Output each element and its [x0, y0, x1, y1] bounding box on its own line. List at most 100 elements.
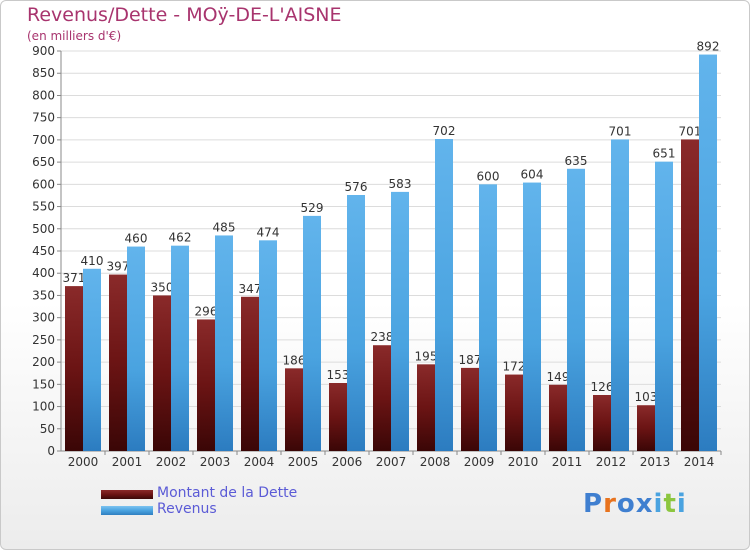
bar-debt	[329, 383, 347, 451]
x-tick-label: 2001	[112, 455, 143, 469]
bar-revenue	[567, 168, 585, 451]
x-tick-label: 2002	[156, 455, 187, 469]
y-tick-label: 150	[32, 377, 55, 391]
x-tick-label: 2006	[332, 455, 363, 469]
bar-revenue	[215, 235, 233, 451]
data-label-debt: 296	[195, 304, 218, 318]
y-tick-label: 450	[32, 244, 55, 258]
data-label-revenue: 474	[257, 225, 280, 239]
bar-revenue	[435, 139, 453, 451]
y-tick-label: 200	[32, 355, 55, 369]
data-label-debt: 371	[63, 271, 86, 285]
y-tick-label: 750	[32, 111, 55, 125]
x-tick-label: 2013	[640, 455, 671, 469]
bar-debt	[681, 139, 699, 451]
bar-revenue	[523, 182, 541, 452]
x-tick-label: 2010	[508, 455, 539, 469]
y-tick-label: 50	[40, 422, 55, 436]
x-tick-label: 2005	[288, 455, 319, 469]
chart-subtitle: (en milliers d'€)	[27, 29, 122, 43]
data-label-revenue: 701	[609, 124, 632, 138]
bar-revenue	[699, 54, 717, 452]
data-label-revenue: 600	[477, 169, 500, 183]
data-label-revenue: 583	[389, 177, 412, 191]
data-label-revenue: 460	[125, 232, 148, 246]
data-label-revenue: 635	[565, 154, 588, 168]
y-tick-label: 100	[32, 400, 55, 414]
y-tick-label: 550	[32, 200, 55, 214]
y-tick-label: 850	[32, 66, 55, 80]
x-tick-label: 2011	[552, 455, 583, 469]
x-tick-label: 2007	[376, 455, 407, 469]
y-tick-label: 700	[32, 133, 55, 147]
x-tick-label: 2014	[684, 455, 715, 469]
data-label-revenue: 462	[169, 231, 192, 245]
logo-letter: i	[653, 489, 664, 519]
data-label-revenue: 604	[521, 168, 544, 182]
x-tick-label: 2008	[420, 455, 451, 469]
bar-revenue	[655, 161, 673, 451]
data-label-debt: 172	[503, 360, 526, 374]
bar-debt	[65, 286, 83, 451]
legend-label-debt: Montant de la Dette	[157, 485, 298, 501]
logo-letter: P	[583, 489, 604, 519]
bar-debt	[153, 295, 171, 451]
bar-debt	[417, 364, 435, 451]
chart-title: Revenus/Dette - MOÿ-DE-L'AISNE	[27, 4, 342, 26]
data-label-debt: 153	[327, 368, 350, 382]
data-label-debt: 126	[591, 380, 614, 394]
logo-letter: r	[603, 489, 617, 519]
bar-revenue	[391, 191, 409, 451]
data-label-debt: 347	[239, 282, 262, 296]
data-label-revenue: 702	[433, 124, 456, 138]
logo-letter: o	[616, 489, 636, 519]
bar-debt	[285, 368, 303, 451]
y-tick-label: 600	[32, 177, 55, 191]
y-tick-label: 300	[32, 311, 55, 325]
data-label-debt: 350	[151, 280, 174, 294]
logo-letter: x	[635, 489, 654, 519]
y-tick-label: 500	[32, 222, 55, 236]
legend-swatch-debt	[101, 490, 153, 499]
y-tick-label: 900	[32, 44, 55, 58]
bar-revenue	[479, 184, 497, 452]
logo-letter: t	[663, 489, 677, 519]
y-tick-label: 250	[32, 333, 55, 347]
y-tick-label: 800	[32, 88, 55, 102]
x-tick-label: 2009	[464, 455, 495, 469]
proxiti-logo: Proxiti	[583, 489, 687, 519]
bar-revenue	[127, 246, 145, 451]
bar-revenue	[303, 215, 321, 451]
data-label-debt: 238	[371, 330, 394, 344]
bar-revenue	[611, 139, 629, 451]
bar-revenue	[171, 245, 189, 451]
bar-debt	[461, 367, 479, 451]
bar-debt	[197, 319, 215, 451]
x-tick-label: 2004	[244, 455, 275, 469]
data-label-revenue: 651	[653, 147, 676, 161]
x-tick-label: 2012	[596, 455, 627, 469]
bar-revenue	[347, 195, 365, 451]
y-tick-label: 350	[32, 288, 55, 302]
bar-debt	[241, 296, 259, 451]
data-label-revenue: 410	[81, 254, 104, 268]
bar-revenue	[259, 240, 277, 451]
legend-label-revenue: Revenus	[157, 501, 217, 517]
data-label-debt: 149	[547, 370, 570, 384]
y-tick-label: 400	[32, 266, 55, 280]
y-tick-label: 0	[47, 444, 55, 458]
bar-debt	[373, 345, 391, 451]
logo-letter: i	[676, 489, 687, 519]
x-tick-label: 2003	[200, 455, 231, 469]
y-tick-label: 650	[32, 155, 55, 169]
data-label-debt: 103	[635, 390, 658, 404]
bar-debt	[109, 274, 127, 451]
bar-debt	[505, 374, 523, 451]
x-tick-label: 2000	[68, 455, 99, 469]
data-label-revenue: 892	[697, 40, 720, 54]
data-label-debt: 701	[679, 124, 702, 138]
bar-revenue	[83, 268, 101, 451]
data-label-debt: 195	[415, 349, 438, 363]
